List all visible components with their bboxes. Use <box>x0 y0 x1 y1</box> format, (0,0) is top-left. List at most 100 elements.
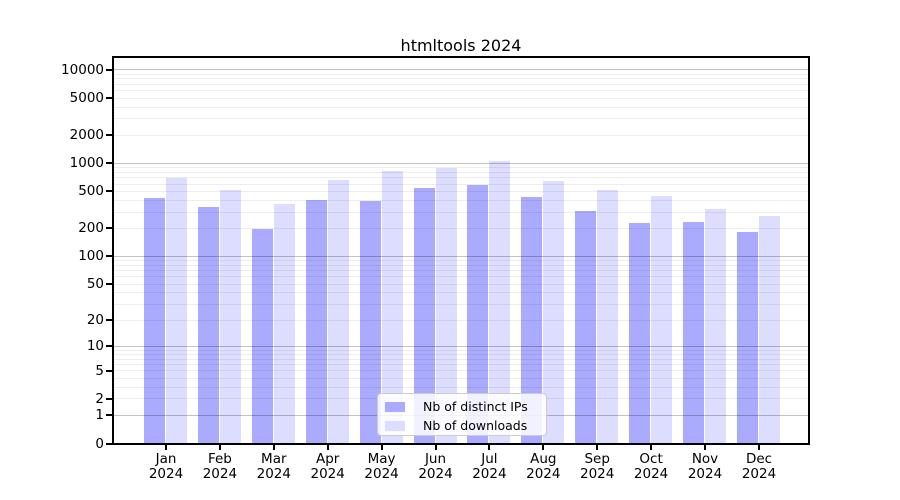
y-tick <box>106 162 112 165</box>
major-gridline <box>113 69 809 71</box>
minor-gridline <box>113 177 809 179</box>
x-tick-label: Mar 2024 <box>256 451 291 482</box>
bar-downloads <box>705 208 726 444</box>
bar-distinct-ips <box>197 206 219 444</box>
y-tick <box>106 442 112 445</box>
major-gridline <box>113 345 809 347</box>
y-tick <box>106 97 112 99</box>
bar-downloads <box>435 167 457 444</box>
y-tick-label: 2 <box>95 390 104 407</box>
major-gridline <box>113 255 809 257</box>
minor-gridline <box>113 377 809 379</box>
bar-distinct-ips <box>467 184 489 444</box>
x-tick <box>218 444 221 450</box>
y-tick-label: 10000 <box>61 61 104 78</box>
y-tick <box>106 227 112 230</box>
minor-gridline <box>113 183 809 185</box>
bar-downloads <box>759 216 780 444</box>
y-tick-label: 500 <box>78 183 104 200</box>
x-tick-label: May 2024 <box>364 451 399 482</box>
legend: Nb of distinct IPs Nb of downloads <box>377 393 547 436</box>
bar-downloads <box>219 189 241 444</box>
minor-gridline <box>113 276 809 278</box>
minor-gridline <box>113 270 809 272</box>
chart-title: htmltools 2024 <box>400 36 522 55</box>
top-spine <box>112 56 810 58</box>
x-tick-label: Apr 2024 <box>310 451 345 482</box>
minor-gridline <box>113 353 809 355</box>
bar-downloads <box>166 177 187 444</box>
x-tick <box>272 444 275 450</box>
x-tick <box>488 444 491 450</box>
y-tick-label: 20 <box>86 312 104 328</box>
y-tick-label: 10 <box>86 338 104 355</box>
minor-gridline <box>113 319 809 321</box>
x-tick-label: Feb 2024 <box>202 451 238 482</box>
minor-gridline <box>113 358 809 360</box>
legend-item: Nb of downloads <box>378 416 546 435</box>
major-gridline <box>113 162 809 164</box>
minor-gridline <box>113 199 809 201</box>
minor-gridline <box>113 190 809 192</box>
x-tick <box>434 444 437 450</box>
minor-gridline <box>113 303 809 305</box>
y-tick-label: 50 <box>86 276 104 292</box>
bar-distinct-ips <box>521 197 543 444</box>
bar-downloads <box>597 190 619 444</box>
y-tick <box>106 345 112 348</box>
bar-distinct-ips <box>305 200 327 444</box>
bar-downloads <box>381 170 403 444</box>
x-tick <box>380 444 383 450</box>
bar-distinct-ips <box>144 197 165 444</box>
x-tick <box>165 444 167 450</box>
minor-gridline <box>113 118 809 120</box>
x-tick-label: Nov 2024 <box>687 451 723 482</box>
y-tick-label: 5 <box>95 362 104 379</box>
y-tick-label: 100 <box>78 248 104 265</box>
minor-gridline <box>113 292 809 294</box>
minor-gridline <box>113 83 809 85</box>
y-tick <box>106 319 112 321</box>
bar-downloads <box>489 160 511 444</box>
x-tick <box>650 444 653 450</box>
bar-downloads <box>543 180 565 444</box>
minor-gridline <box>113 227 809 229</box>
x-tick-label: Sep 2024 <box>580 451 615 482</box>
minor-gridline <box>113 364 809 366</box>
bar-distinct-ips <box>737 232 758 444</box>
x-tick-label: Jan 2024 <box>148 451 184 482</box>
minor-gridline <box>113 283 809 285</box>
minor-gridline <box>113 211 809 213</box>
minor-gridline <box>113 386 809 388</box>
bar-distinct-ips <box>575 210 597 444</box>
bar-distinct-ips <box>413 188 435 444</box>
x-tick-label: Oct 2024 <box>633 451 669 482</box>
x-tick <box>542 444 545 450</box>
y-tick <box>106 190 112 193</box>
right-spine <box>808 56 810 445</box>
minor-gridline <box>113 90 809 92</box>
bottom-spine <box>112 442 810 445</box>
x-tick-label: Jun 2024 <box>418 451 453 482</box>
bar-distinct-ips <box>359 200 381 444</box>
y-tick-label: 1000 <box>69 155 104 172</box>
bar-downloads <box>273 203 295 444</box>
y-tick <box>106 283 112 285</box>
bar-distinct-ips <box>629 223 651 444</box>
x-tick-label: Jul 2024 <box>472 451 507 482</box>
x-tick <box>596 444 599 450</box>
y-tick <box>106 134 112 137</box>
bar-distinct-ips <box>251 228 273 444</box>
minor-gridline <box>113 349 809 351</box>
minor-gridline <box>113 134 809 136</box>
y-tick <box>106 369 112 372</box>
bar-downloads <box>651 195 673 444</box>
legend-item: Nb of distinct IPs <box>378 397 546 416</box>
x-tick-label: Dec 2024 <box>741 451 777 482</box>
left-spine <box>112 56 114 445</box>
y-tick <box>106 255 112 258</box>
y-tick <box>106 414 112 417</box>
x-tick <box>758 444 760 450</box>
y-tick-label: 0 <box>95 435 104 452</box>
